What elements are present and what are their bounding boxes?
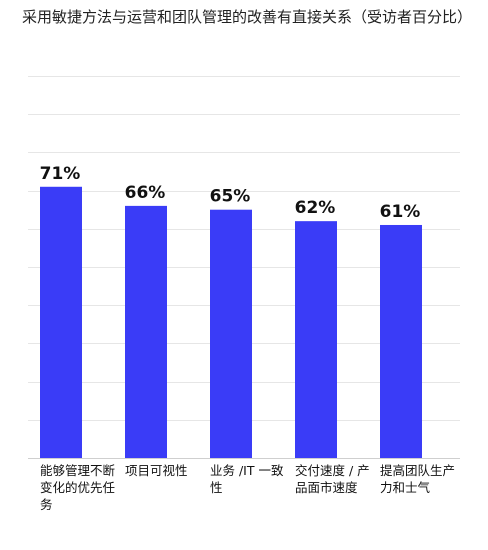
bar-3 (210, 209, 252, 458)
category-label-5: 提高团队生产力和士气 (380, 463, 456, 495)
bar-2 (125, 205, 167, 458)
bar-4 (295, 221, 337, 458)
bar-1 (40, 186, 82, 458)
bar-value-label-1: 71% (40, 164, 81, 184)
bar-value-label-3: 65% (210, 187, 251, 207)
bar-5 (380, 224, 422, 458)
category-label-3: 业务 /IT 一致性 (210, 463, 284, 495)
category-label-1: 能够管理不断变化的优先任务 (40, 463, 116, 512)
chart-title: 采用敏捷方法与运营和团队管理的改善有直接关系（受访者百分比） (22, 8, 473, 26)
category-label-2: 项目可视性 (125, 463, 188, 478)
bar-value-label-5: 61% (380, 202, 421, 222)
bar-value-label-4: 62% (295, 198, 336, 218)
category-label-4: 交付速度 / 产品面市速度 (295, 463, 370, 495)
bar-value-label-2: 66% (125, 183, 166, 203)
